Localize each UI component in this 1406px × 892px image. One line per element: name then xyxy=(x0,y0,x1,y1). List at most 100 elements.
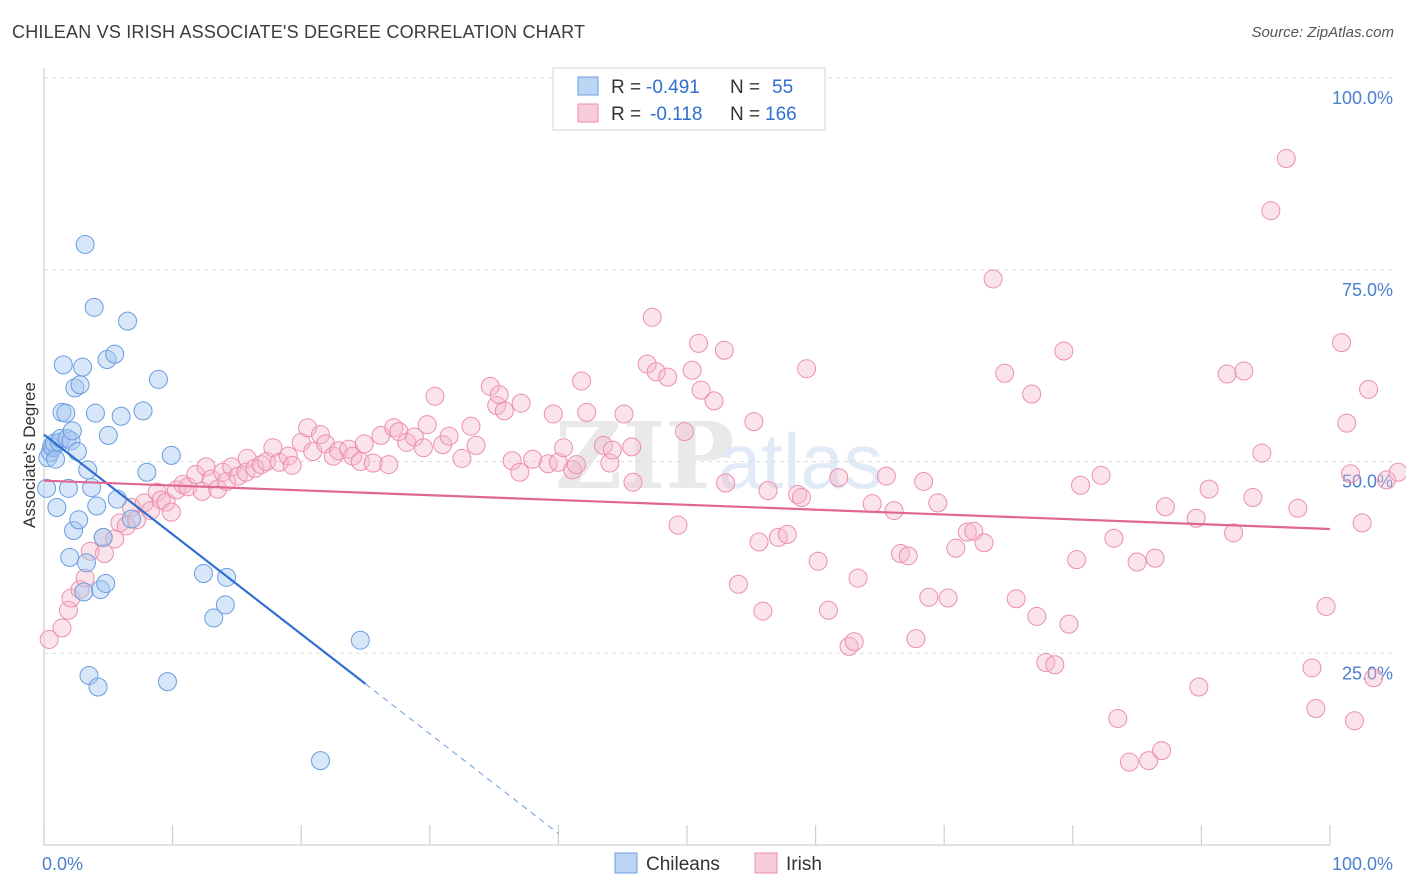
point-irish-47 xyxy=(328,441,348,461)
trend-lines xyxy=(43,433,1331,834)
x-tick-labels: 0.0% 100.0% xyxy=(42,854,1393,874)
point-irish-131 xyxy=(983,269,1003,289)
point-irish-73 xyxy=(511,393,531,413)
point-irish-56 xyxy=(389,422,409,442)
y-axis-label: Associate's Degree xyxy=(20,382,39,528)
point-irish-139 xyxy=(1059,614,1079,634)
point-irish-133 xyxy=(1006,589,1026,609)
series-legend-swatch-chileans xyxy=(614,852,638,874)
point-irish-6 xyxy=(80,541,100,561)
point-chileans-50 xyxy=(204,608,224,628)
point-irish-116 xyxy=(848,568,868,588)
legend-n-label: N = xyxy=(730,77,760,98)
point-irish-153 xyxy=(1199,479,1219,499)
point-irish-91 xyxy=(646,362,666,382)
point-irish-94 xyxy=(674,422,694,442)
point-irish-82 xyxy=(577,402,597,422)
point-irish-97 xyxy=(691,380,711,400)
point-irish-119 xyxy=(884,501,904,521)
point-irish-81 xyxy=(572,371,592,391)
legend-r-label: R = xyxy=(611,77,641,98)
point-irish-28 xyxy=(213,462,233,482)
point-irish-107 xyxy=(777,524,797,544)
point-chileans-36 xyxy=(96,573,116,593)
point-irish-121 xyxy=(898,546,918,566)
point-irish-75 xyxy=(538,454,558,474)
point-irish-12 xyxy=(121,498,141,518)
point-irish-173 xyxy=(1388,462,1406,482)
point-irish-54 xyxy=(379,455,399,475)
point-chileans-22 xyxy=(70,375,90,395)
point-irish-83 xyxy=(593,435,613,455)
point-irish-61 xyxy=(425,386,445,406)
legend-r-label: R = xyxy=(611,104,641,125)
point-irish-123 xyxy=(914,471,934,491)
point-irish-102 xyxy=(744,412,764,432)
point-irish-159 xyxy=(1261,201,1281,221)
series-legend-swatch-irish xyxy=(754,852,778,874)
point-irish-135 xyxy=(1027,606,1047,626)
point-irish-152 xyxy=(1189,677,1209,697)
legend-row-chileans: R = -0.491 N = 55 xyxy=(577,76,793,98)
series-legend: Chileans Irish xyxy=(614,852,822,875)
point-irish-166 xyxy=(1337,413,1357,433)
point-irish-29 xyxy=(217,471,237,491)
point-irish-86 xyxy=(614,404,634,424)
point-irish-79 xyxy=(563,460,583,480)
point-irish-26 xyxy=(201,469,221,489)
point-irish-5 xyxy=(75,568,95,588)
point-irish-40 xyxy=(282,455,302,475)
point-irish-169 xyxy=(1352,513,1372,533)
point-irish-138 xyxy=(1054,341,1074,361)
point-irish-72 xyxy=(510,462,530,482)
legend-row-irish: R = -0.118 N = 166 xyxy=(577,103,797,125)
point-irish-13 xyxy=(127,510,147,530)
point-irish-143 xyxy=(1104,528,1124,548)
point-chileans-41 xyxy=(111,406,131,426)
point-irish-165 xyxy=(1332,333,1352,353)
point-irish-160 xyxy=(1276,149,1296,169)
point-chileans-14 xyxy=(58,478,78,498)
point-irish-141 xyxy=(1071,475,1091,495)
point-irish-155 xyxy=(1224,523,1244,543)
point-irish-88 xyxy=(623,472,643,492)
point-irish-171 xyxy=(1364,668,1384,688)
point-irish-108 xyxy=(788,484,808,504)
point-irish-99 xyxy=(714,340,734,360)
point-chileans-44 xyxy=(133,401,153,421)
series-legend-label-chileans: Chileans xyxy=(646,854,720,875)
point-irish-120 xyxy=(890,544,910,564)
point-irish-145 xyxy=(1119,752,1139,772)
point-irish-140 xyxy=(1067,550,1087,570)
x-tick-label-1: 100.0% xyxy=(1332,854,1393,874)
point-chileans-32 xyxy=(87,496,107,516)
point-irish-18 xyxy=(156,492,176,512)
point-irish-93 xyxy=(668,515,688,535)
point-irish-148 xyxy=(1145,548,1165,568)
point-irish-30 xyxy=(222,457,242,477)
point-irish-132 xyxy=(995,363,1015,383)
legend-r-value-irish: -0.118 xyxy=(650,104,702,125)
point-irish-113 xyxy=(829,468,849,488)
point-irish-55 xyxy=(384,418,404,438)
point-chileans-16 xyxy=(61,431,81,451)
series-legend-irish[interactable]: Irish xyxy=(754,852,822,875)
point-irish-0 xyxy=(39,629,59,649)
point-irish-96 xyxy=(689,333,709,353)
series-chileans-points xyxy=(37,234,370,771)
point-chileans-15 xyxy=(60,547,80,567)
point-irish-125 xyxy=(928,493,948,513)
point-chileans-33 xyxy=(88,677,108,697)
point-irish-124 xyxy=(919,587,939,607)
point-chileans-47 xyxy=(157,672,177,692)
point-irish-105 xyxy=(758,481,778,501)
point-chileans-18 xyxy=(64,521,84,541)
point-irish-142 xyxy=(1091,465,1111,485)
point-irish-150 xyxy=(1155,497,1175,517)
point-chileans-6 xyxy=(46,449,66,469)
point-chileans-21 xyxy=(69,510,89,530)
legend-n-value-irish: 166 xyxy=(765,104,797,125)
point-irish-44 xyxy=(310,425,330,445)
series-legend-chileans[interactable]: Chileans xyxy=(614,852,720,875)
